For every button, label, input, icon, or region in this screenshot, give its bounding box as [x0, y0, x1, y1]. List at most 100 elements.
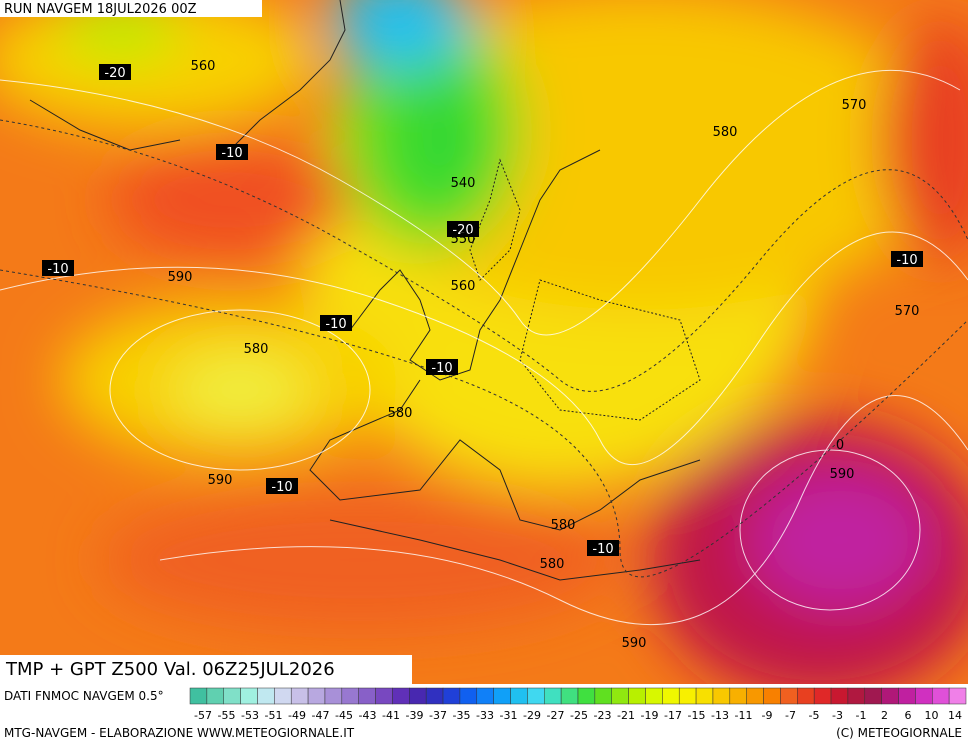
contour-label: 580 — [551, 518, 576, 533]
legend-label: -27 — [547, 709, 565, 722]
legend-swatch — [189, 687, 208, 705]
label-box — [320, 315, 352, 331]
legend-label: -11 — [735, 709, 753, 722]
legend-swatch — [864, 687, 882, 705]
legend-swatch — [290, 687, 309, 705]
contour-label: 570 — [842, 98, 867, 113]
legend-swatch — [813, 687, 832, 705]
legend-label: -37 — [429, 709, 447, 722]
legend-swatch — [763, 687, 781, 705]
contour-label: -10 — [896, 253, 917, 268]
legend-label: -3 — [832, 709, 843, 722]
source-label: DATI FNMOC NAVGEM 0.5° — [4, 689, 164, 703]
legend-label: -19 — [641, 709, 659, 722]
legend-label: -23 — [594, 709, 612, 722]
legend-swatch — [594, 687, 612, 705]
legend-label: -47 — [312, 709, 330, 722]
legend-label: -7 — [785, 709, 796, 722]
legend-swatch — [274, 687, 292, 705]
run-label: RUN NAVGEM 18JUL2026 00Z — [4, 2, 197, 17]
legend-label: -39 — [406, 709, 424, 722]
legend-label: 2 — [881, 709, 888, 722]
contour-label: 560 — [191, 59, 216, 74]
legend-label: -57 — [194, 709, 212, 722]
legend-label: 6 — [905, 709, 912, 722]
legend-swatch — [392, 687, 410, 705]
legend-label: -35 — [453, 709, 471, 722]
legend-label: -53 — [241, 709, 259, 722]
contour-label: 580 — [540, 557, 565, 572]
legend-label: -5 — [809, 709, 820, 722]
legend-swatch — [662, 687, 680, 705]
legend-swatch — [544, 687, 562, 705]
legend-swatch — [780, 687, 798, 705]
legend-label: -13 — [711, 709, 729, 722]
contour-label: 0 — [836, 438, 844, 453]
contour-label: 580 — [388, 406, 413, 421]
legend-swatch — [695, 687, 714, 705]
legend-swatch — [847, 687, 866, 705]
legend-label: -33 — [476, 709, 494, 722]
contour-label: 590 — [168, 270, 193, 285]
contour-label: -10 — [271, 480, 292, 495]
legend-swatch — [206, 687, 224, 705]
label-box — [426, 359, 458, 375]
legend-swatch — [611, 687, 629, 705]
legend-swatch — [527, 687, 545, 705]
legend-swatch — [257, 687, 275, 705]
contour-label: 580 — [244, 342, 269, 357]
legend-swatch — [442, 687, 461, 705]
legend-swatch — [729, 687, 747, 705]
legend-label: -43 — [359, 709, 377, 722]
contour-label: 580 — [713, 125, 738, 140]
contour-label: -20 — [452, 223, 473, 238]
legend-swatch — [678, 687, 697, 705]
contour-label: -20 — [104, 66, 125, 81]
contour-label: -10 — [221, 146, 242, 161]
temperature-field: 560-20-10540-20550560-10590-10580-105805… — [0, 0, 968, 684]
legend-swatch — [797, 687, 815, 705]
contour-label: -10 — [47, 262, 68, 277]
legend-label: -17 — [664, 709, 682, 722]
legend-label: -1 — [856, 709, 867, 722]
contour-label: -10 — [592, 542, 613, 557]
footer-right: (C) METEOGIORNALE — [836, 726, 962, 740]
legend-label: -55 — [218, 709, 236, 722]
legend-swatch — [645, 687, 663, 705]
legend-swatch — [712, 687, 731, 705]
legend-swatch — [577, 687, 596, 705]
legend-label: -31 — [500, 709, 518, 722]
title-box — [0, 655, 412, 684]
legend-swatch — [307, 687, 326, 705]
contour-label: -10 — [325, 317, 346, 332]
label-box — [99, 64, 131, 80]
legend-swatch — [881, 687, 899, 705]
legend-label: -21 — [617, 709, 635, 722]
legend-swatch — [915, 687, 933, 705]
contour-label: 590 — [622, 636, 647, 651]
contour-label: 590 — [208, 473, 233, 488]
legend-label: -41 — [382, 709, 400, 722]
legend-swatch — [240, 687, 258, 705]
legend-swatch — [560, 687, 579, 705]
label-box — [587, 540, 619, 556]
legend-swatch — [898, 687, 916, 705]
legend-swatch — [425, 687, 444, 705]
isotherms — [0, 119, 968, 578]
legend-label: 14 — [948, 709, 962, 722]
legend-swatch — [341, 687, 359, 705]
header-box — [0, 0, 262, 17]
legend-swatch — [223, 687, 241, 705]
legend-swatch — [459, 687, 478, 705]
contour-label: 590 — [830, 467, 855, 482]
label-box — [266, 478, 298, 494]
legend-label: -51 — [265, 709, 283, 722]
label-box — [447, 221, 479, 237]
footer-left: MTG-NAVGEM - ELABORAZIONE WWW.METEOGIORN… — [4, 726, 355, 740]
legend-swatch — [948, 687, 967, 705]
legend-swatch — [628, 687, 646, 705]
isohypses — [0, 69, 968, 626]
contour-label: 570 — [895, 304, 920, 319]
legend-label: -9 — [762, 709, 773, 722]
